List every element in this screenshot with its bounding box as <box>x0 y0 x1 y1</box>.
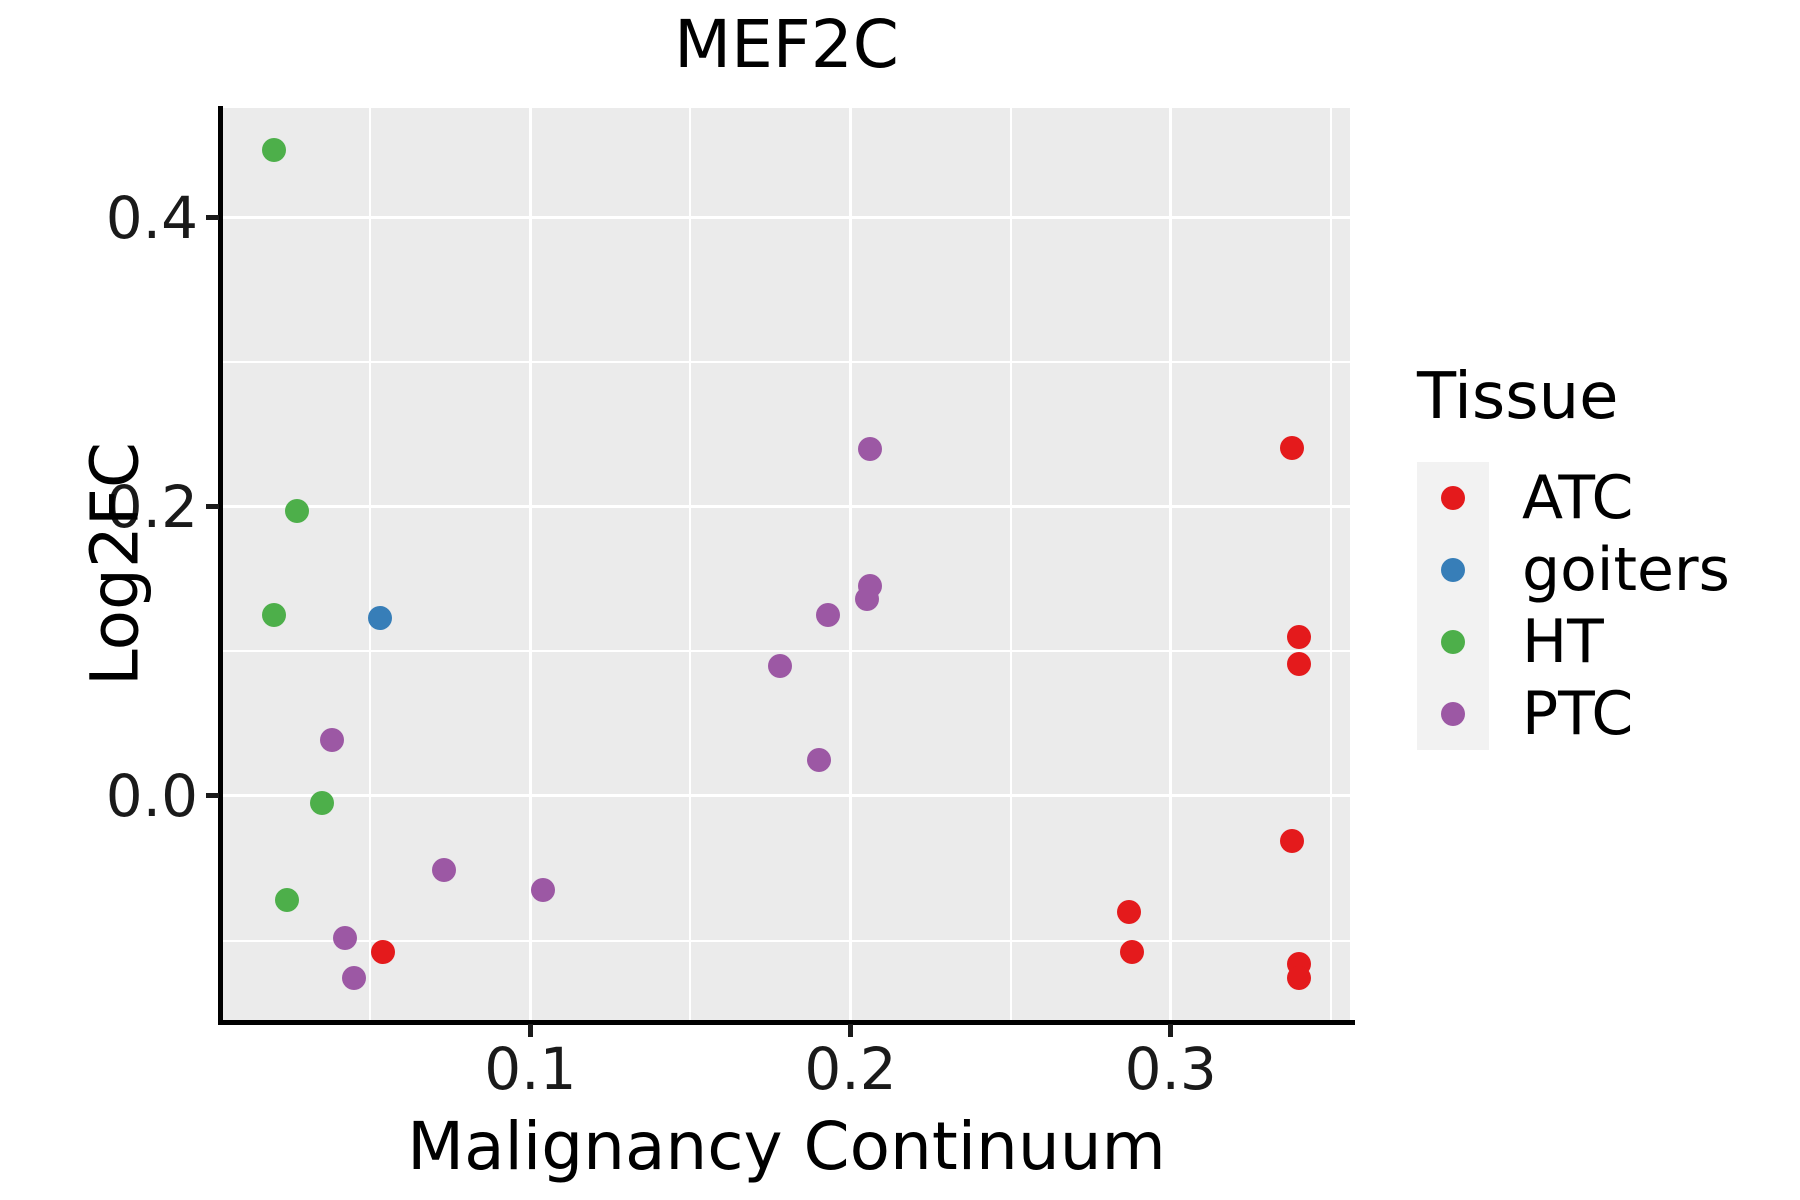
y-tick-mark <box>206 793 219 799</box>
x-major-gridline <box>849 108 853 1020</box>
plot-panel <box>223 108 1350 1020</box>
legend-label-ATC: ATC <box>1522 463 1634 533</box>
goiters-swatch-icon <box>1441 558 1465 582</box>
y-minor-gridline <box>223 361 1350 364</box>
x-tick-mark <box>527 1024 533 1037</box>
data-point-PTC <box>332 925 357 950</box>
data-point-ATC <box>1117 899 1142 924</box>
y-tick-mark <box>206 215 219 221</box>
x-axis-title: Malignancy Continuum <box>407 1108 1166 1185</box>
PTC-swatch-icon <box>1441 702 1465 726</box>
data-point-HT <box>262 603 287 628</box>
legend-key-goiters <box>1417 534 1489 606</box>
legend-item-goiters: goiters <box>1417 534 1730 606</box>
legend-label-HT: HT <box>1522 607 1604 677</box>
data-point-PTC <box>319 727 344 752</box>
data-point-ATC <box>1286 624 1311 649</box>
legend-key-PTC <box>1417 678 1489 750</box>
x-minor-gridline <box>1009 108 1012 1020</box>
x-tick-label: 0.2 <box>804 1035 897 1103</box>
data-point-PTC <box>857 574 882 599</box>
x-major-gridline <box>1169 108 1173 1020</box>
x-minor-gridline <box>689 108 692 1020</box>
data-point-PTC <box>816 603 841 628</box>
y-axis-line <box>218 106 223 1024</box>
ATC-swatch-icon <box>1441 486 1465 510</box>
y-tick-mark <box>206 504 219 510</box>
data-point-PTC <box>806 747 831 772</box>
data-point-PTC <box>431 857 456 882</box>
data-point-ATC <box>1286 652 1311 677</box>
legend-title: Tissue <box>1417 360 1619 434</box>
legend-label-goiters: goiters <box>1522 535 1730 605</box>
y-tick-label: 0.4 <box>105 183 198 252</box>
data-point-ATC <box>1120 940 1145 965</box>
data-point-ATC <box>1280 435 1305 460</box>
legend: Tissue ATC goiters HT PTC <box>1417 360 1730 750</box>
x-minor-gridline <box>369 108 372 1020</box>
data-point-ATC <box>1280 828 1305 853</box>
data-point-HT <box>262 137 287 162</box>
y-major-gridline <box>223 505 1350 509</box>
y-axis-title: Log2FC <box>76 442 154 686</box>
data-point-PTC <box>857 437 882 462</box>
data-point-ATC <box>1286 966 1311 991</box>
x-minor-gridline <box>1329 108 1332 1020</box>
data-point-goiters <box>367 606 392 631</box>
x-tick-label: 0.1 <box>484 1035 577 1103</box>
legend-item-HT: HT <box>1417 606 1730 678</box>
legend-key-HT <box>1417 606 1489 678</box>
legend-key-ATC <box>1417 462 1489 534</box>
data-point-PTC <box>342 966 367 991</box>
y-tick-label: 0.2 <box>105 472 198 541</box>
y-minor-gridline <box>223 939 1350 942</box>
legend-items: ATC goiters HT PTC <box>1417 462 1730 750</box>
x-axis-line <box>218 1020 1355 1025</box>
x-tick-label: 0.3 <box>1124 1035 1217 1103</box>
legend-label-PTC: PTC <box>1522 679 1634 749</box>
legend-item-ATC: ATC <box>1417 462 1730 534</box>
data-point-HT <box>284 499 309 524</box>
data-point-HT <box>275 888 300 913</box>
legend-item-PTC: PTC <box>1417 678 1730 750</box>
data-point-HT <box>310 791 335 816</box>
y-major-gridline <box>223 794 1350 798</box>
y-major-gridline <box>223 216 1350 220</box>
chart-title: MEF2C <box>674 6 899 83</box>
data-point-PTC <box>768 653 793 678</box>
data-point-ATC <box>371 940 396 965</box>
x-tick-mark <box>1168 1024 1174 1037</box>
HT-swatch-icon <box>1441 630 1465 654</box>
y-minor-gridline <box>223 650 1350 653</box>
x-tick-mark <box>848 1024 854 1037</box>
y-tick-label: 0.0 <box>105 761 198 830</box>
x-major-gridline <box>528 108 532 1020</box>
data-point-PTC <box>531 877 556 902</box>
